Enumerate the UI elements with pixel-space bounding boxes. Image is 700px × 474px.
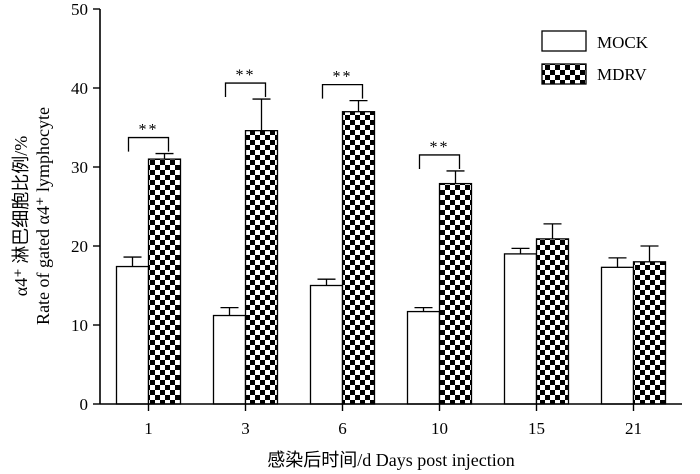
- y-axis-title: α4⁺ 淋巴细胞比例/% Rate of gated α4⁺ lymphocyt…: [11, 107, 53, 325]
- legend-swatch-mock: [541, 30, 587, 52]
- legend-label-mdrv: MDRV: [597, 65, 647, 84]
- y-tick-label: 30: [71, 158, 88, 177]
- legend-swatch-mdrv: [541, 63, 587, 85]
- y-tick-label: 10: [71, 316, 88, 335]
- significance-bracket: [418, 154, 461, 169]
- bar-mock: [212, 314, 247, 405]
- bar-mock: [115, 265, 150, 405]
- x-tick-label: 6: [338, 419, 347, 438]
- error-bars: [123, 98, 659, 316]
- y-tick-label: 40: [71, 79, 88, 98]
- significance-label: **: [236, 67, 256, 84]
- y-tick-label: 50: [71, 0, 88, 19]
- x-tick-label: 1: [144, 419, 153, 438]
- significance-label: **: [139, 122, 159, 139]
- x-tick-label: 15: [528, 419, 545, 438]
- significance-label: **: [430, 139, 450, 156]
- bar-mdrv: [341, 111, 376, 405]
- x-axis-ticks: 1 3 6 10 15 21: [144, 404, 642, 438]
- bar-mock: [406, 310, 441, 405]
- bar-mock: [503, 253, 538, 405]
- bars: [115, 111, 667, 405]
- x-tick-label: 21: [625, 419, 642, 438]
- bar-mock: [309, 284, 344, 405]
- bar-mdrv: [535, 238, 570, 405]
- y-axis-ticks: 0 10 20 30 40 50: [71, 0, 100, 414]
- significance-bracket: [224, 82, 267, 98]
- x-axis-title: 感染后时间/d Days post injection: [267, 450, 514, 470]
- bar-mdrv: [147, 158, 182, 405]
- x-tick-label: 3: [241, 419, 250, 438]
- legend-label-mock: MOCK: [597, 33, 649, 52]
- significance-bracket: [127, 136, 170, 152]
- significance-label: **: [333, 69, 353, 86]
- bar-mdrv: [438, 182, 473, 405]
- y-tick-label: 0: [80, 395, 89, 414]
- y-tick-label: 20: [71, 237, 88, 256]
- y-axis-title-line2: Rate of gated α4⁺ lymphocyte: [33, 107, 53, 325]
- bar-mdrv: [632, 261, 667, 405]
- legend: MOCK MDRV: [541, 30, 649, 85]
- significance-markers: ** ** ** **: [127, 67, 461, 169]
- y-axis-title-line1: α4⁺ 淋巴细胞比例/%: [11, 136, 31, 296]
- bar-mock: [600, 266, 635, 405]
- x-tick-label: 10: [431, 419, 448, 438]
- significance-bracket: [321, 83, 364, 99]
- bar-mdrv: [244, 130, 279, 405]
